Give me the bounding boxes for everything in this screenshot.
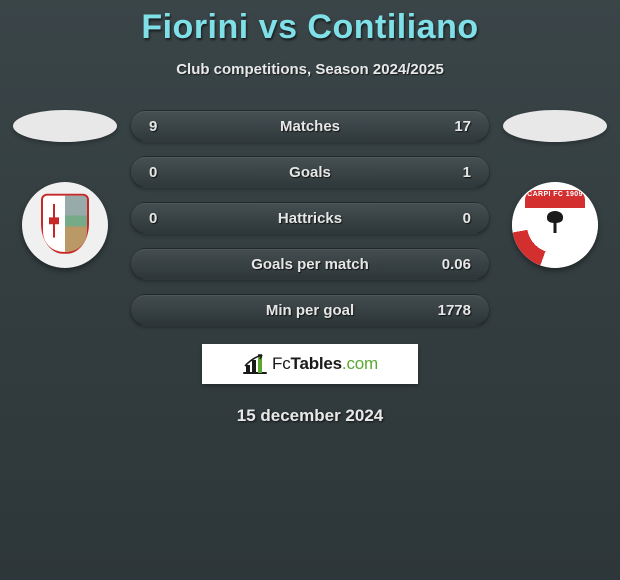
stat-right-value: 1778 [437,302,471,319]
stat-left-value: 0 [149,164,183,181]
stat-right-value: 17 [437,118,471,135]
stat-left-value: 9 [149,118,183,135]
club-badge-right-text: CARPI FC 1909 [512,191,598,198]
comparison-card: Fiorini vs Contiliano Club competitions,… [0,0,620,426]
stat-right-value: 1 [437,164,471,181]
right-column: CARPI FC 1909 [500,110,610,326]
club-badge-left [22,182,108,268]
date-label: 15 december 2024 [0,406,620,426]
stat-row: 0 Goals 1 [130,156,490,188]
brand-suffix: .com [342,354,378,373]
stat-row: Min per goal 1778 [130,294,490,326]
stat-row: 9 Matches 17 [130,110,490,142]
page-title: Fiorini vs Contiliano [0,8,620,47]
brand-text: FcTables.com [272,354,378,374]
stat-right-value: 0.06 [437,256,471,273]
brand-mid: Tables [291,354,342,373]
club-badge-right: CARPI FC 1909 [512,182,598,268]
country-flag-right [503,110,607,142]
bar-chart-icon [242,353,268,375]
tree-icon [546,211,564,233]
stat-left-value: 0 [149,210,183,227]
main-row: 9 Matches 17 0 Goals 1 0 Hattricks 0 Goa… [0,110,620,326]
country-flag-left [13,110,117,142]
season-subtitle: Club competitions, Season 2024/2025 [0,61,620,78]
left-column [10,110,120,326]
stat-label: Goals per match [251,256,369,273]
stat-row: Goals per match 0.06 [130,248,490,280]
stat-label: Matches [280,118,340,135]
stat-label: Min per goal [266,302,354,319]
stat-right-value: 0 [437,210,471,227]
brand-box[interactable]: FcTables.com [202,344,418,384]
brand-prefix: Fc [272,354,290,373]
stat-label: Goals [289,164,331,181]
stat-label: Hattricks [278,210,342,227]
stat-row: 0 Hattricks 0 [130,202,490,234]
stats-list: 9 Matches 17 0 Goals 1 0 Hattricks 0 Goa… [130,110,490,326]
shield-icon [41,194,89,254]
